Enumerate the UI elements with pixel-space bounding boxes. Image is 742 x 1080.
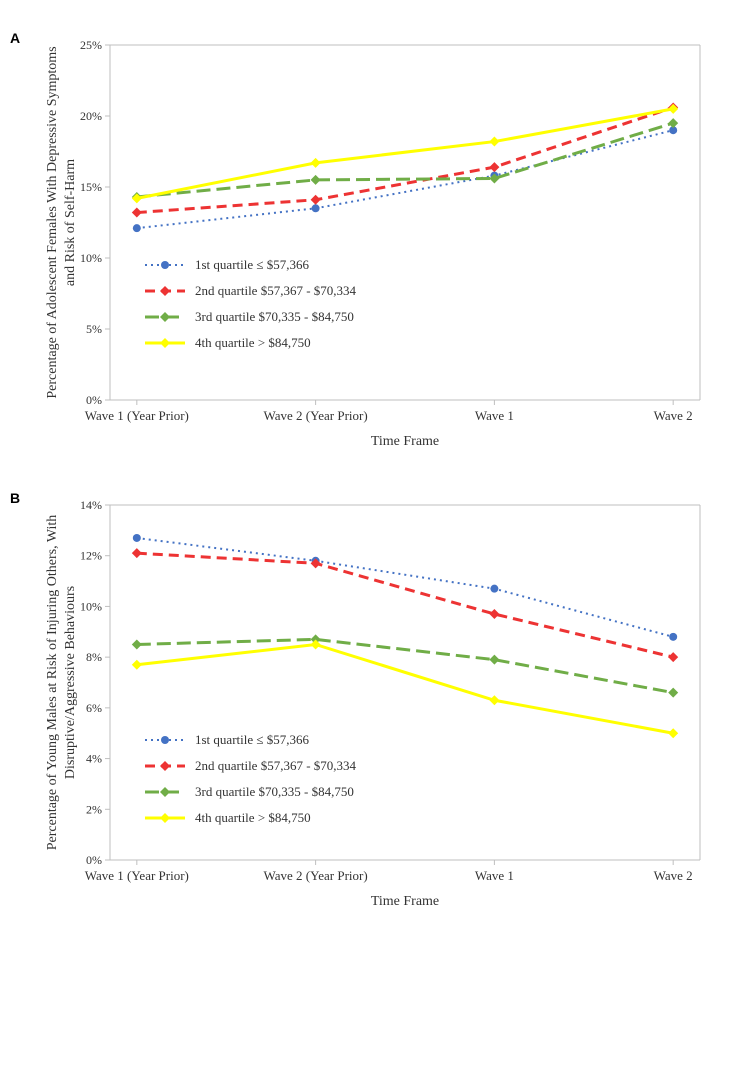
svg-text:Wave 1: Wave 1 [475,868,514,883]
svg-text:Wave 2 (Year Prior): Wave 2 (Year Prior) [264,868,368,883]
svg-text:8%: 8% [86,650,102,664]
svg-text:4%: 4% [86,752,102,766]
svg-text:Wave 2 (Year Prior): Wave 2 (Year Prior) [264,408,368,423]
panel-a: A 0% 5% 10% 15% 20% 25% Wave 1 (Year Prior) Wav… [10,30,732,470]
chart-a-wrap: 0% 5% 10% 15% 20% 25% Wave 1 (Year Prior) Wave … [40,30,732,470]
legend-item-q3: 3rd quartile $70,335 - $84,750 [195,784,354,799]
svg-text:Wave 2: Wave 2 [654,408,693,423]
svg-text:0%: 0% [86,393,102,407]
svg-text:10%: 10% [80,599,102,613]
svg-text:2%: 2% [86,802,102,816]
svg-text:and Risk of Self-Harm: and Risk of Self-Harm [63,159,78,286]
chart-b-wrap: 0% 2% 4% 6% 8% 10% 12% 14% Wave 1 (Year Prior) Wa… [40,490,732,930]
legend-item-q3: 3rd quartile $70,335 - $84,750 [195,309,354,324]
svg-text:Disruptive/Aggressive Behaviou: Disruptive/Aggressive Behaviours [63,586,78,779]
legend-item-q1: 1st quartile ≤ $57,366 [195,732,310,747]
panel-b-label: B [10,490,20,506]
svg-text:6%: 6% [86,701,102,715]
panel-a-label: A [10,30,20,46]
svg-text:Time Frame: Time Frame [371,434,439,449]
svg-text:5%: 5% [86,322,102,336]
svg-text:14%: 14% [80,498,102,512]
svg-text:Wave 1: Wave 1 [475,408,514,423]
svg-text:10%: 10% [80,251,102,265]
chart-b: 0% 2% 4% 6% 8% 10% 12% 14% Wave 1 (Year Prior) Wa… [40,490,720,930]
legend-item-q2: 2nd quartile $57,367 - $70,334 [195,283,357,298]
svg-text:Wave 1 (Year Prior): Wave 1 (Year Prior) [85,868,189,883]
svg-text:15%: 15% [80,180,102,194]
svg-text:Percentage of Young Males at R: Percentage of Young Males at Risk of Inj… [45,515,60,851]
svg-text:25%: 25% [80,38,102,52]
legend-item-q4: 4th quartile > $84,750 [195,810,311,825]
svg-text:20%: 20% [80,109,102,123]
svg-text:Time Frame: Time Frame [371,894,439,909]
panel-b: B 0% 2% 4% 6% 8% 10% 12% 14% Wave 1 (Year Prior)… [10,490,732,930]
legend-item-q1: 1st quartile ≤ $57,366 [195,257,310,272]
legend-item-q2: 2nd quartile $57,367 - $70,334 [195,758,357,773]
svg-text:Wave 2: Wave 2 [654,868,693,883]
svg-text:Wave 1 (Year Prior): Wave 1 (Year Prior) [85,408,189,423]
legend-item-q4: 4th quartile > $84,750 [195,335,311,350]
svg-text:0%: 0% [86,853,102,867]
svg-text:Percentage of Adolescent Femal: Percentage of Adolescent Females With De… [45,46,60,398]
chart-a: 0% 5% 10% 15% 20% 25% Wave 1 (Year Prior) Wave … [40,30,720,470]
svg-text:12%: 12% [80,549,102,563]
